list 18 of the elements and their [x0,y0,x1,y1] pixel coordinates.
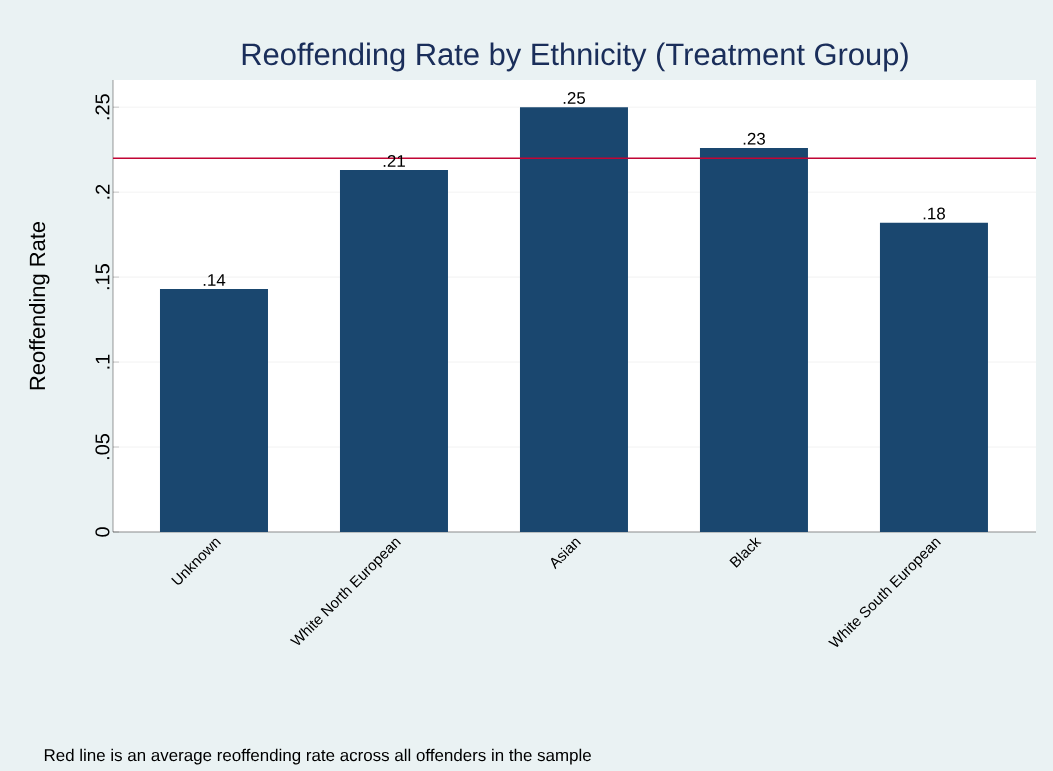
y-axis-title: Reoffending Rate [29,221,50,390]
data-label: .25 [563,91,586,104]
data-label: .23 [743,132,765,145]
bar [699,147,808,532]
y-tick-label: .05 [95,434,110,460]
bar [879,222,988,532]
data-label: .18 [923,207,945,220]
y-tick-label: 0 [95,527,110,537]
y-tick-label: .15 [95,264,110,290]
bar [159,288,268,532]
y-tick-label: .25 [95,94,110,120]
bar [519,107,628,532]
y-tick-label: .1 [95,354,110,369]
chart-title: Reoffending Rate by Ethnicity (Treatment Group) [242,42,908,72]
data-label: .14 [203,274,226,286]
text: Red line is an average reoffending rate across all offenders in the sample [44,748,591,765]
bar [339,170,448,532]
y-tick-label: .2 [95,184,110,199]
